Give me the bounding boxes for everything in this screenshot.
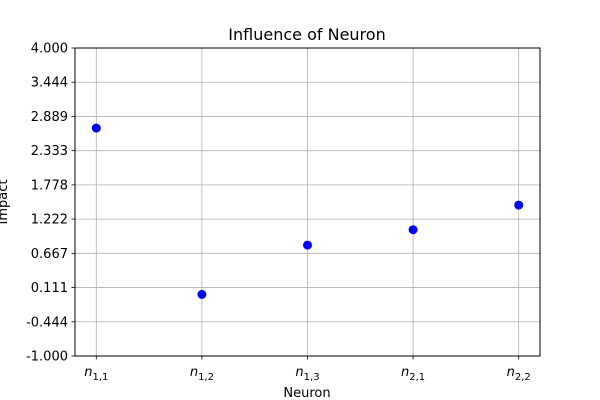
x-tick-label: n2,1: [401, 365, 425, 383]
y-tick-label: 2.333: [31, 144, 68, 159]
x-tick-label: n1,1: [84, 365, 108, 383]
data-point: [91, 123, 101, 133]
y-tick-label: 0.667: [31, 247, 68, 262]
y-tick-label: 1.778: [31, 178, 68, 193]
data-point: [197, 289, 207, 299]
y-tick-label: -0.444: [26, 315, 68, 330]
y-tick-label: 4.000: [31, 42, 68, 57]
y-tick-label: -1.000: [26, 350, 68, 365]
x-tick-label: n2,2: [507, 365, 531, 383]
x-axis-title: Neuron: [283, 386, 330, 400]
grid: [75, 47, 540, 357]
y-tick-label: 3.444: [31, 76, 68, 91]
chart-title: Influence of Neuron: [228, 25, 385, 44]
y-axis: -1.000 -0.444 0.111 0.667 1.222 1.778 2.333 2.8…: [26, 42, 75, 365]
data-point: [303, 240, 312, 250]
data-points: [91, 123, 524, 299]
y-axis-title: Impact: [0, 180, 11, 225]
y-tick-label: 0.111: [31, 281, 68, 296]
x-tick-label: n1,3: [295, 365, 319, 383]
y-tick-label: 1.222: [31, 213, 68, 228]
y-tick-label: 2.889: [31, 110, 68, 125]
x-tick-label: n1,2: [190, 365, 214, 383]
x-axis: n1,1 n1,2 n1,3 n2,1 n2,2: [84, 356, 531, 383]
data-point: [514, 200, 524, 210]
data-point: [408, 225, 418, 235]
